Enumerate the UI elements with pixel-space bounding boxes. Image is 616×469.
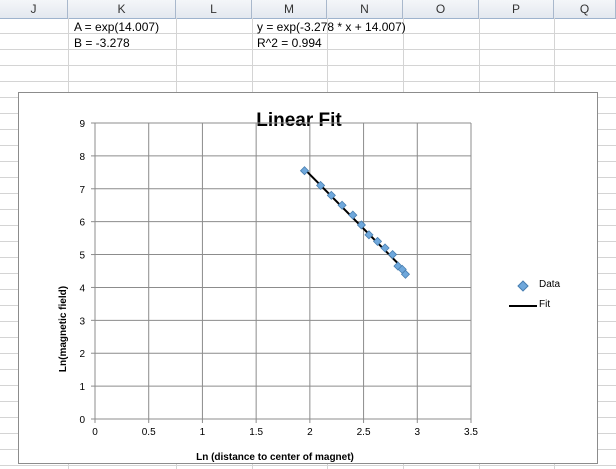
y-tick-label: 6: [79, 218, 85, 229]
data-point: [372, 236, 383, 246]
data-point: [326, 190, 336, 200]
data-point: [316, 180, 326, 191]
y-tick-label: 9: [79, 119, 85, 130]
data-point: [348, 210, 358, 220]
y-tick-label: 0: [79, 415, 85, 426]
data-point: [337, 200, 347, 210]
y-tick-label: 5: [79, 251, 85, 262]
data-point: [388, 249, 398, 260]
x-tick-label: 2.5: [357, 427, 371, 438]
column-header-o[interactable]: O: [403, 0, 479, 18]
column-header-n[interactable]: N: [327, 0, 403, 18]
data-point: [356, 220, 366, 230]
cell-m2[interactable]: R^2 = 0.994: [257, 36, 322, 50]
column-header-q[interactable]: Q: [554, 0, 616, 18]
y-tick-label: 1: [79, 382, 85, 393]
column-header-j[interactable]: J: [0, 0, 68, 18]
chart-title: Linear Fit: [256, 110, 342, 131]
y-tick-label: 4: [79, 283, 85, 294]
cell-k1[interactable]: A = exp(14.007): [74, 20, 160, 34]
chart-svg: Linear Fit Ln (distance to center of mag…: [58, 110, 478, 463]
chart[interactable]: Linear Fit Ln (distance to center of mag…: [18, 92, 598, 464]
legend-label-fit: Fit: [539, 299, 551, 310]
legend-label-data: Data: [539, 279, 561, 290]
column-header-p[interactable]: P: [479, 0, 554, 18]
data-point: [380, 243, 390, 253]
x-tick-label: 0: [92, 427, 98, 438]
x-tick-label: 1.5: [249, 427, 263, 438]
cell-m1[interactable]: y = exp(-3.278 * x + 14.007): [257, 20, 406, 34]
y-tick-label: 8: [79, 152, 85, 163]
fit-line-icon: [509, 305, 537, 307]
cell-k2[interactable]: B = -3.278: [74, 36, 130, 50]
y-tick-label: 7: [79, 185, 85, 196]
column-headers: J K L M N O P Q: [0, 0, 616, 19]
y-tick-label: 3: [79, 316, 85, 327]
x-axis-label: Ln (distance to center of magnet): [196, 452, 354, 463]
data-point: [299, 166, 310, 176]
x-tick-label: 2: [307, 427, 313, 438]
column-header-k[interactable]: K: [68, 0, 176, 18]
x-tick-label: 0.5: [142, 427, 156, 438]
x-tick-label: 1: [200, 427, 206, 438]
x-tick-label: 3: [415, 427, 421, 438]
data-point: [364, 230, 374, 240]
x-tick-label: 3.5: [464, 427, 478, 438]
column-header-m[interactable]: M: [252, 0, 327, 18]
column-header-l[interactable]: L: [176, 0, 252, 18]
data-point: [400, 269, 411, 279]
y-axis-label: Ln(magnetic field): [58, 286, 69, 372]
y-tick-label: 2: [79, 349, 85, 360]
